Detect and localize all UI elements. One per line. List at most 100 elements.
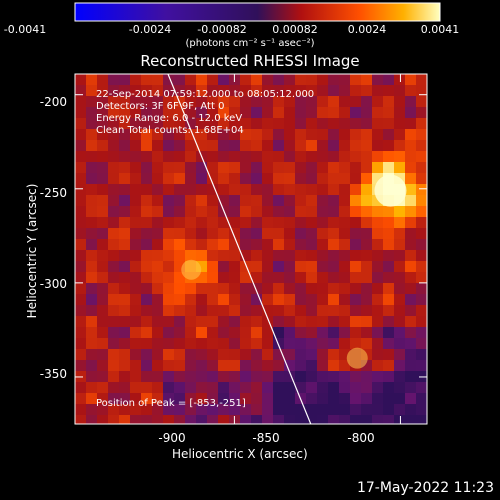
heatmap-cell (75, 261, 87, 273)
heatmap-cell (350, 195, 362, 207)
heatmap-cell (185, 118, 197, 130)
heatmap-cell (152, 415, 164, 424)
heatmap-cell (394, 371, 406, 383)
heatmap-cell (317, 393, 329, 405)
heatmap-cell (196, 107, 208, 119)
heatmap-cell (306, 217, 318, 229)
heatmap-cell (405, 107, 417, 119)
heatmap-cell (152, 217, 164, 229)
heatmap-cell (273, 327, 285, 339)
heatmap-cell (218, 195, 230, 207)
heatmap-cell (163, 206, 175, 218)
heatmap-cell (317, 305, 329, 317)
heatmap-cell (75, 283, 87, 295)
heatmap-cell (416, 107, 427, 119)
heatmap-cell (262, 74, 274, 86)
heatmap-cell (119, 305, 131, 317)
heatmap-cell (152, 85, 164, 97)
heatmap-cell (328, 107, 340, 119)
heatmap-cell (262, 404, 274, 416)
heatmap-cell (383, 239, 395, 251)
heatmap-cell (75, 228, 87, 240)
heatmap-cell (229, 261, 241, 273)
heatmap-cell (207, 118, 219, 130)
heatmap-cell (163, 217, 175, 229)
heatmap-cell (218, 107, 230, 119)
heatmap-cell (251, 272, 263, 284)
heatmap-cell (75, 404, 87, 416)
heatmap-cell (361, 151, 373, 163)
heatmap-cell (339, 349, 351, 361)
heatmap-cell (295, 294, 307, 306)
heatmap-cell (141, 74, 153, 86)
heatmap-cell (163, 294, 175, 306)
heatmap-cell (174, 129, 186, 141)
y-tick-label: -250 (39, 186, 67, 200)
heatmap-cell (141, 239, 153, 251)
heatmap-cell (185, 162, 197, 174)
heatmap-cell (273, 415, 285, 424)
heatmap-cell (262, 349, 274, 361)
heatmap-cell (251, 327, 263, 339)
heatmap-cell (218, 85, 230, 97)
heatmap-cell (416, 239, 427, 251)
heatmap-cell (284, 184, 296, 196)
heatmap-cell (262, 294, 274, 306)
heatmap-cell (86, 140, 98, 152)
heatmap-cell (240, 305, 252, 317)
heatmap-cell (350, 415, 362, 424)
heatmap-cell (317, 360, 329, 372)
heatmap-cell (86, 184, 98, 196)
heatmap-cell (361, 283, 373, 295)
heatmap-cell (394, 382, 406, 394)
heatmap-cell (75, 173, 87, 185)
heatmap-cell (141, 162, 153, 174)
heatmap-cell (405, 129, 417, 141)
heatmap-cell (75, 272, 87, 284)
solar-limb-line (167, 74, 312, 424)
heatmap-cell (240, 404, 252, 416)
heatmap-cell (383, 371, 395, 383)
heatmap-cell (163, 382, 175, 394)
heatmap-cell (339, 162, 351, 174)
heatmap-cell (262, 162, 274, 174)
heatmap-cell (306, 173, 318, 185)
heatmap-cell (394, 338, 406, 350)
heatmap-cell (174, 294, 186, 306)
heatmap-cell (75, 393, 87, 405)
heatmap-cell (339, 294, 351, 306)
heatmap-cell (108, 272, 120, 284)
heatmap-cell (174, 371, 186, 383)
heatmap-cell (394, 360, 406, 372)
heatmap-cell (207, 360, 219, 372)
heatmap-cell (163, 316, 175, 328)
heatmap-cell (339, 360, 351, 372)
heatmap-cell (361, 261, 373, 273)
heatmap-cell (86, 316, 98, 328)
heatmap-cell (141, 96, 153, 108)
annotation-time-range: 22-Sep-2014 07:59:12.000 to 08:05:12.000 (96, 89, 315, 100)
heatmap-cell (339, 415, 351, 424)
heatmap-cell (372, 206, 384, 218)
heatmap-cell (207, 349, 219, 361)
heatmap-cell (218, 151, 230, 163)
heatmap-cell (383, 338, 395, 350)
heatmap-cell (185, 195, 197, 207)
heatmap-cell (405, 393, 417, 405)
heatmap-cell (284, 151, 296, 163)
heatmap-cell (361, 382, 373, 394)
heatmap-cell (383, 349, 395, 361)
heatmap-cell (240, 327, 252, 339)
heatmap-cell (86, 305, 98, 317)
heatmap-cell (383, 316, 395, 328)
heatmap-cell (97, 305, 109, 317)
heatmap-cell (152, 96, 164, 108)
heatmap-cell (152, 360, 164, 372)
heatmap-cell (119, 184, 131, 196)
heatmap-cell (339, 184, 351, 196)
heatmap-cell (306, 415, 318, 424)
heatmap-cell (328, 415, 340, 424)
heatmap-cell (328, 382, 340, 394)
heatmap-cell (141, 360, 153, 372)
heatmap-cell (229, 118, 241, 130)
